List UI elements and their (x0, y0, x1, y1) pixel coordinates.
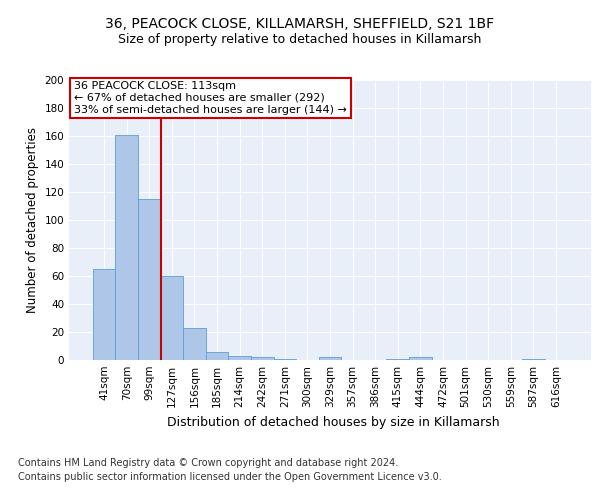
Text: Size of property relative to detached houses in Killamarsh: Size of property relative to detached ho… (118, 32, 482, 46)
Text: 36 PEACOCK CLOSE: 113sqm
← 67% of detached houses are smaller (292)
33% of semi-: 36 PEACOCK CLOSE: 113sqm ← 67% of detach… (74, 82, 347, 114)
Y-axis label: Number of detached properties: Number of detached properties (26, 127, 39, 313)
Bar (206, 352, 229, 360)
Text: Contains HM Land Registry data © Crown copyright and database right 2024.
Contai: Contains HM Land Registry data © Crown c… (18, 458, 442, 482)
Text: 36, PEACOCK CLOSE, KILLAMARSH, SHEFFIELD, S21 1BF: 36, PEACOCK CLOSE, KILLAMARSH, SHEFFIELD… (106, 18, 494, 32)
Bar (319, 357, 341, 360)
Bar (409, 357, 431, 360)
Bar (274, 358, 296, 360)
Bar (386, 358, 409, 360)
Text: Distribution of detached houses by size in Killamarsh: Distribution of detached houses by size … (167, 416, 499, 429)
Bar (115, 134, 138, 360)
Bar (183, 328, 206, 360)
Bar (229, 356, 251, 360)
Bar (93, 269, 115, 360)
Bar (251, 357, 274, 360)
Bar (522, 358, 545, 360)
Bar (161, 276, 183, 360)
Bar (138, 199, 161, 360)
